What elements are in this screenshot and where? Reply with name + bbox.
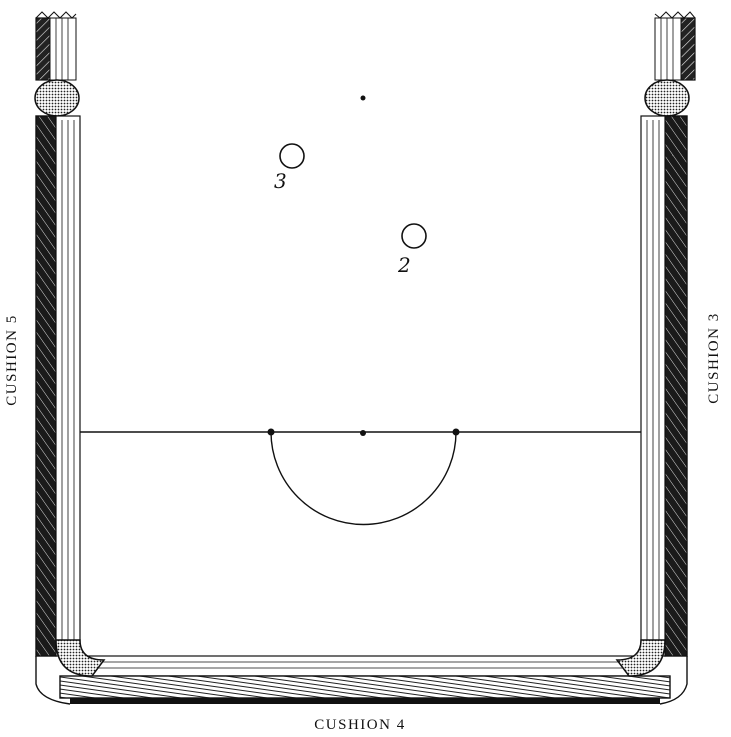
ball-3 [279, 143, 305, 169]
cushion-4-label: CUSHION 4 [314, 717, 405, 733]
ball-2-label: 2 [397, 253, 411, 277]
d-semicircle [270, 431, 457, 526]
left-rail [34, 11, 81, 657]
baulk-spot-center [360, 430, 366, 436]
top-spot [360, 95, 366, 101]
baulk-spot-left [267, 428, 275, 436]
baulk-spot-right [452, 428, 460, 436]
right-side-pocket [644, 79, 690, 117]
bottom-right-corner-pocket [615, 639, 666, 677]
right-rail [640, 11, 696, 657]
ball-3-label: 3 [274, 169, 287, 193]
bottom-rail [35, 639, 688, 705]
cushion-5-label: CUSHION 5 [4, 314, 20, 405]
cushion-3-label: CUSHION 3 [706, 312, 722, 403]
ball-2 [401, 223, 427, 249]
left-side-pocket [34, 79, 80, 117]
bottom-left-corner-pocket [55, 639, 106, 677]
